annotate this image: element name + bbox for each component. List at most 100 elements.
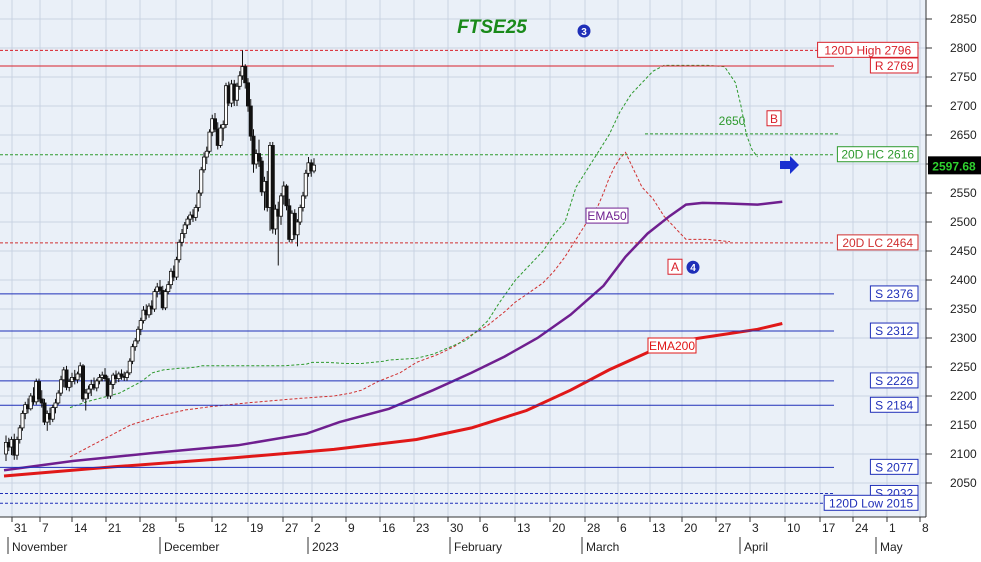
x-tick-label: 19 xyxy=(250,521,264,535)
candle-down xyxy=(256,153,261,162)
ema50-label-box xyxy=(585,207,629,224)
x-tick-label: 6 xyxy=(620,521,627,535)
x-tick-label: 14 xyxy=(74,521,88,535)
hline-label-box xyxy=(869,57,919,74)
candle-up xyxy=(182,224,187,234)
x-tick-label: 2 xyxy=(314,521,321,535)
x-tick-label: 28 xyxy=(587,521,601,535)
candle-up xyxy=(221,124,226,129)
candle-down xyxy=(39,398,44,404)
candle-down xyxy=(245,82,250,107)
hline-label: S 2376 xyxy=(875,287,913,301)
wave-3-label: 3 xyxy=(581,27,587,38)
hline-label-box xyxy=(836,234,919,251)
month-label: April xyxy=(744,540,768,554)
candle-up xyxy=(20,412,25,429)
hline-label-box xyxy=(869,458,919,475)
hline-label-box xyxy=(869,322,919,339)
y-tick-label: 2350 xyxy=(950,302,977,316)
hline-label-box xyxy=(869,396,919,413)
candle-up xyxy=(138,320,143,330)
candle-up xyxy=(311,164,316,172)
y-axis: 2050 2100 2150 2200 2250 2300 2350 2400 2450 2500… xyxy=(925,0,981,557)
candle-up xyxy=(83,392,88,400)
month-label: November xyxy=(12,540,67,554)
candle-down xyxy=(103,374,108,379)
candle-up xyxy=(298,207,303,223)
y-tick-label: 2400 xyxy=(950,273,977,287)
candle-up xyxy=(125,372,130,378)
candle-down xyxy=(251,135,256,165)
candle-down xyxy=(270,145,275,230)
x-tick-label: 30 xyxy=(450,521,464,535)
candle-down xyxy=(64,369,69,388)
x-tick-label: 13 xyxy=(517,521,531,535)
x-axis-background xyxy=(0,517,926,557)
hline-label: 120D Low 2015 xyxy=(829,496,913,510)
wave-3-circle xyxy=(577,24,591,38)
ema200-line xyxy=(3,322,783,478)
last-price-box xyxy=(928,156,981,175)
chart-title: FTSE25 xyxy=(457,17,527,38)
candle-up xyxy=(177,241,182,261)
hline-label: R 2769 xyxy=(875,59,914,73)
candle-up xyxy=(166,284,171,293)
candle-down xyxy=(157,286,162,291)
month-label: 2023 xyxy=(312,540,339,554)
x-tick-label: 24 xyxy=(855,521,869,535)
hline-label-box xyxy=(869,285,919,302)
candle-up xyxy=(295,221,300,236)
candle-up xyxy=(28,395,33,410)
candle-up xyxy=(223,85,228,125)
candle-up xyxy=(111,374,116,385)
x-tick-label: 1 xyxy=(889,521,896,535)
candle-up xyxy=(97,377,102,382)
grid-layer xyxy=(0,0,926,517)
hline-label: S 2312 xyxy=(875,324,913,338)
lc-dashed-line xyxy=(69,151,731,458)
x-tick-label: 16 xyxy=(382,521,396,535)
month-label: May xyxy=(880,540,903,554)
candle-up xyxy=(127,360,132,374)
x-tick-label: 31 xyxy=(14,521,28,535)
candle-up xyxy=(14,439,19,456)
candle-up xyxy=(234,85,239,101)
candle-up xyxy=(133,340,138,348)
x-tick-label: 28 xyxy=(142,521,156,535)
trail-stop-line xyxy=(69,64,758,409)
x-tick-label: 5 xyxy=(178,521,185,535)
x-tick-label: 12 xyxy=(214,521,228,535)
x-tick-label: 8 xyxy=(922,521,929,535)
hline-label: S 2226 xyxy=(875,374,913,388)
ema50-label: EMA50 xyxy=(587,209,627,223)
candle-up xyxy=(174,259,179,278)
candle-up xyxy=(67,381,72,388)
candle-up xyxy=(130,346,135,362)
candle-up xyxy=(303,172,308,197)
x-tick-label: 23 xyxy=(416,521,430,535)
candle-down xyxy=(212,118,217,130)
candle-up xyxy=(146,305,151,316)
x-tick-label: 10 xyxy=(787,521,801,535)
annotations-layer: EMA50 EMA200 2650 B A 3 4 xyxy=(577,24,838,354)
candle-down xyxy=(259,160,264,193)
candle-down xyxy=(37,381,42,400)
x-tick-label: 20 xyxy=(552,521,566,535)
y-tick-label: 2250 xyxy=(950,360,977,374)
y-tick-label: 2800 xyxy=(950,41,977,55)
x-tick-label: 3 xyxy=(752,521,759,535)
ema-layer xyxy=(3,64,783,478)
candle-up xyxy=(94,380,99,389)
candle-down xyxy=(81,365,86,400)
ema200-label: EMA200 xyxy=(649,339,695,353)
candle-down xyxy=(284,185,289,207)
candle-up xyxy=(185,218,190,226)
marker-a-box xyxy=(667,258,683,275)
candle-up xyxy=(168,270,173,286)
candle-down xyxy=(248,105,253,137)
wave-4-label: 4 xyxy=(690,263,696,274)
candle-up xyxy=(59,379,64,394)
candle-down xyxy=(119,373,124,377)
hline-label-box xyxy=(869,372,919,389)
candle-up xyxy=(196,192,201,208)
